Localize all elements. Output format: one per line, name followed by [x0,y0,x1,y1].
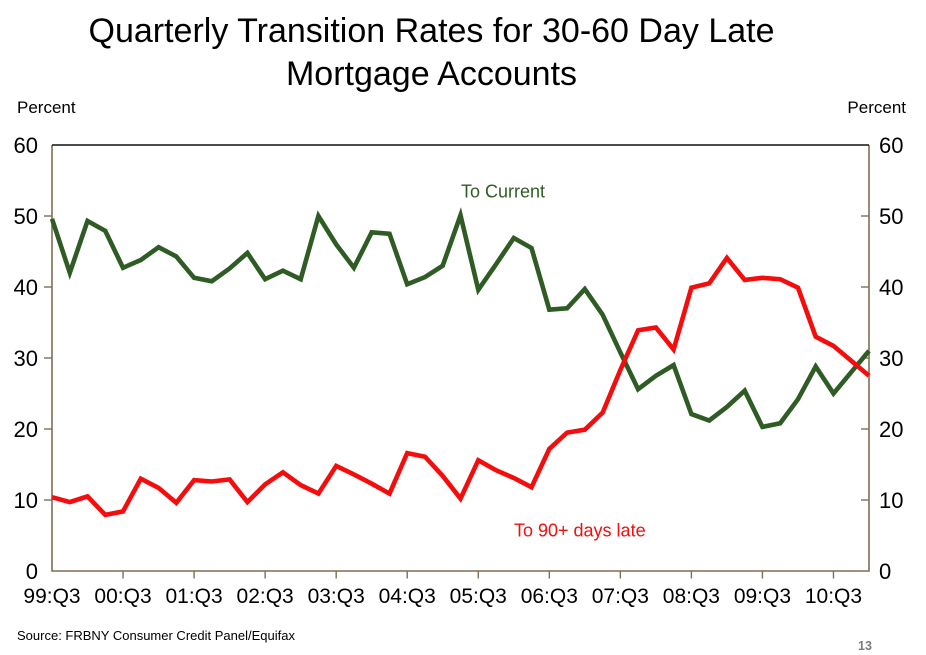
x-axis-label: 03:Q3 [307,585,365,608]
chart-title: Quarterly Transition Rates for 30-60 Day… [0,10,863,96]
series-line-to-90-days-late [51,254,871,518]
y-axis-label-right: 0 [879,558,892,584]
y-axis-label-left: 40 [13,274,38,300]
page-number: 13 [858,639,872,653]
series-label-to-90-days-late: To 90+ days late [513,520,646,541]
chart-title-line1: Quarterly Transition Rates for 30-60 Day… [88,12,775,50]
y-axis-unit-right: Percent [847,98,906,117]
y-axis-label-left: 50 [13,203,38,229]
chart-title-line2: Mortgage Accounts [285,55,578,93]
x-axis-label: 04:Q3 [378,585,436,608]
y-axis-label-left: 0 [25,558,38,584]
series-line-to-current [49,207,871,430]
y-axis-label-right: 60 [879,132,904,158]
x-axis-label: 01:Q3 [165,585,223,608]
x-axis-label: 09:Q3 [733,585,792,608]
y-axis-unit-left: Percent [17,98,76,117]
x-axis-label: 07:Q3 [591,585,649,608]
x-axis-label: 08:Q3 [662,585,720,608]
y-axis-label-left: 10 [13,487,38,513]
x-axis-label: 00:Q3 [94,585,152,608]
x-axis-label: 02:Q3 [236,585,294,608]
y-axis-label-left: 60 [13,132,38,158]
y-axis-label-right: 10 [879,487,904,513]
y-axis-label-right: 50 [879,203,904,229]
y-axis-label-left: 30 [13,345,38,371]
source-note: Source: FRBNY Consumer Credit Panel/Equi… [17,628,295,643]
y-axis-label-left: 20 [13,416,38,442]
x-axis-label: 05:Q3 [449,585,507,608]
x-axis-label: 10:Q3 [804,585,863,608]
y-axis-label-right: 40 [879,274,904,300]
y-axis-label-right: 30 [879,345,904,371]
y-axis-label-right: 20 [879,416,904,442]
series-label-to-current: To Current [460,181,545,202]
x-axis-label: 99:Q3 [23,585,81,608]
x-axis-label: 06:Q3 [520,585,578,608]
